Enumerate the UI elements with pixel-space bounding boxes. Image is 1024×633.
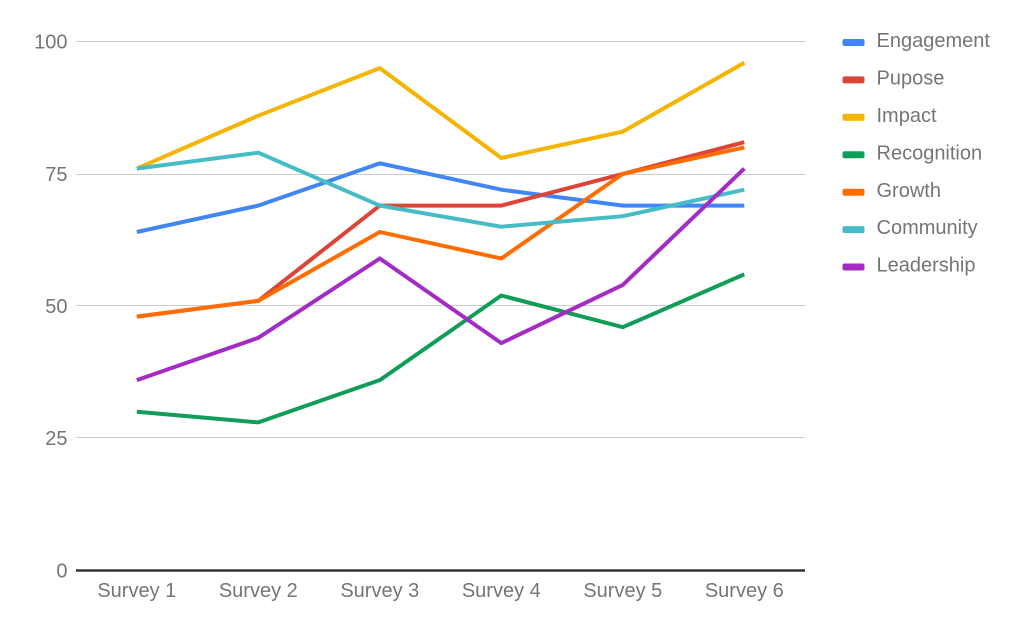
svg-text:Survey 1: Survey 1: [97, 580, 176, 602]
svg-text:75: 75: [45, 164, 67, 186]
svg-text:Growth: Growth: [877, 180, 941, 202]
svg-text:50: 50: [45, 296, 67, 318]
svg-text:Engagement: Engagement: [877, 30, 991, 52]
svg-text:25: 25: [45, 428, 67, 450]
svg-text:Survey 5: Survey 5: [583, 580, 662, 602]
svg-text:Community: Community: [877, 217, 978, 239]
svg-text:Recognition: Recognition: [877, 142, 983, 164]
svg-text:Survey 2: Survey 2: [219, 580, 298, 602]
svg-text:Pupose: Pupose: [877, 68, 945, 90]
svg-text:Impact: Impact: [877, 105, 937, 127]
svg-text:Survey 3: Survey 3: [340, 580, 419, 602]
svg-text:Survey 6: Survey 6: [705, 580, 784, 602]
svg-text:0: 0: [56, 560, 67, 582]
svg-text:100: 100: [34, 32, 67, 54]
svg-text:Leadership: Leadership: [877, 255, 976, 277]
svg-text:Survey 4: Survey 4: [462, 580, 541, 602]
